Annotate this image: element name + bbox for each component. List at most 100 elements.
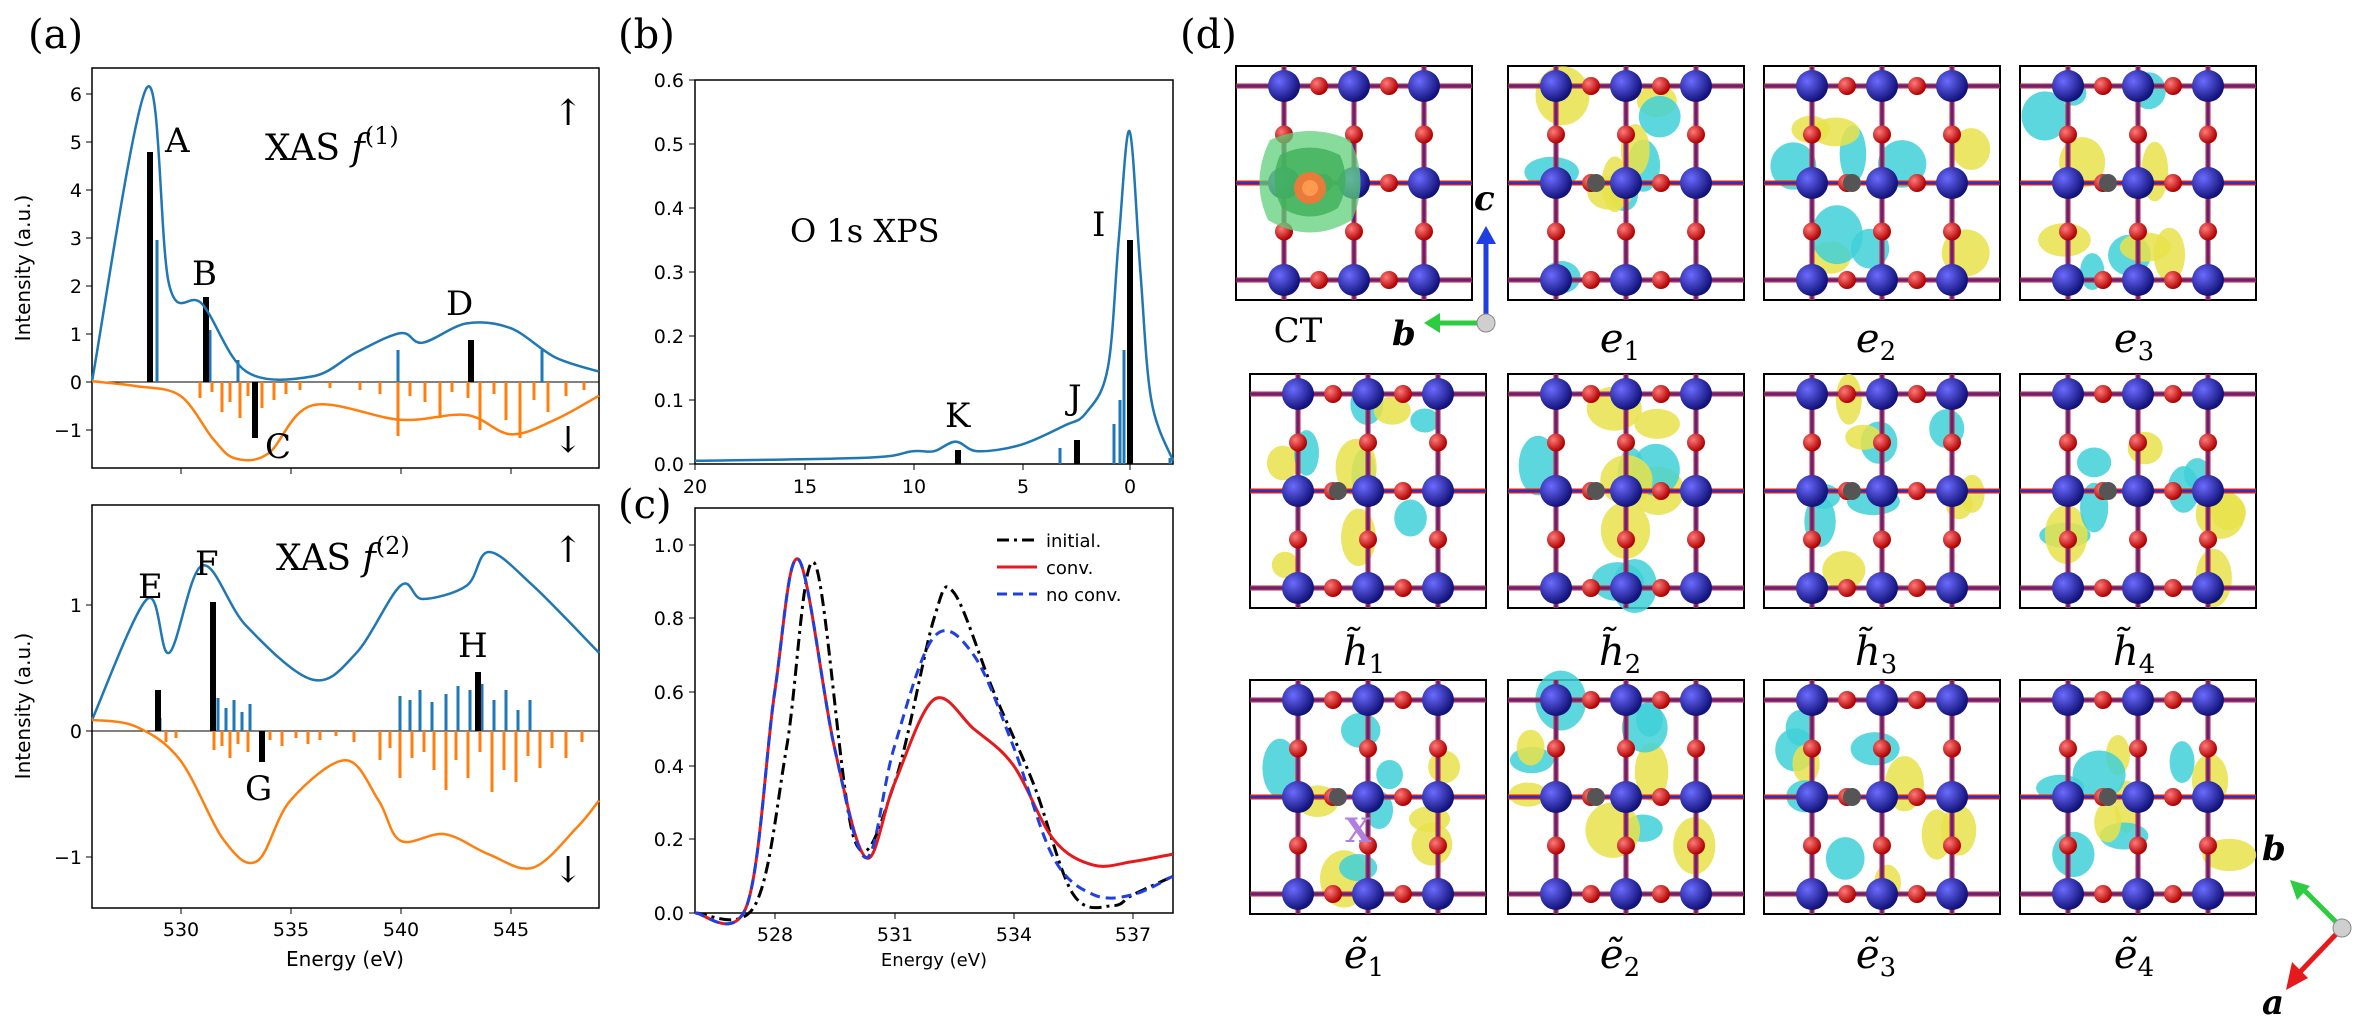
xtick: 0 — [1124, 476, 1136, 498]
ylabel-a-bottom: Intensity (a.u.) — [11, 633, 35, 780]
axis-c: c — [1474, 179, 1495, 219]
xtick: 530 — [163, 919, 199, 941]
sticks-blue — [1058, 350, 1172, 464]
curve-up — [90, 85, 600, 382]
panel-c: 0.0 0.2 0.4 0.6 0.8 1.0 528 531 534 537 … — [654, 507, 1174, 971]
caption-e2t: ẽ2 — [1600, 932, 1640, 983]
panel-label-d: (d) — [1180, 12, 1237, 58]
ct-orbital — [1259, 131, 1361, 233]
ytick: 0.6 — [654, 70, 684, 92]
xlabel-c: Energy (eV) — [881, 950, 987, 971]
ytick: 0.5 — [654, 134, 684, 156]
peak-J: J — [1065, 378, 1082, 418]
xlabel-a: Energy (eV) — [286, 947, 404, 971]
ytick: 0.8 — [654, 608, 684, 630]
curve-initial — [694, 560, 1174, 922]
peak-K: K — [945, 396, 971, 436]
orbital-tile — [2019, 65, 2257, 301]
axis-b-bottom: b — [2262, 829, 2286, 869]
ytick: 0.2 — [654, 326, 684, 348]
peak-E: E — [138, 567, 163, 607]
ytick: 0.2 — [654, 829, 684, 851]
peak-G: G — [245, 769, 272, 809]
peak-A: A — [164, 121, 190, 161]
orbital-tile — [1507, 670, 1745, 915]
arrow-down: ↓ — [553, 420, 583, 461]
caption-e4t: ẽ4 — [2114, 932, 2154, 983]
xtick: 540 — [383, 919, 419, 941]
legend-conv: conv. — [1046, 558, 1093, 579]
xtick: 15 — [793, 476, 817, 498]
orbital-tile — [1763, 65, 2001, 301]
curve-down — [91, 380, 600, 462]
title-b: O 1s XPS — [790, 212, 940, 250]
sticks-up — [158, 684, 532, 731]
ytick: 1 — [70, 324, 82, 346]
legend-noconv: no conv. — [1046, 585, 1121, 606]
arrow-up: ↑ — [553, 530, 583, 571]
caption-e1t: ẽ1 — [1344, 932, 1384, 983]
xtick: 535 — [273, 919, 309, 941]
curve-noconv — [694, 557, 1174, 926]
caption-h3: h̃3 — [1855, 626, 1897, 680]
panel-b: 0.6 0.5 0.4 0.3 0.2 0.1 0.0 20 15 10 5 0… — [654, 70, 1175, 498]
panel-label-b: (b) — [618, 12, 675, 58]
caption-h4: h̃4 — [2113, 626, 2155, 680]
tile-captions: CT e1 e2 e3 h̃1 h̃2 h̃3 h̃4 ẽ1 ẽ2 ẽ3 ẽ4 — [1274, 311, 2156, 983]
panel-label-a: (a) — [28, 12, 83, 58]
peak-C: C — [265, 427, 291, 467]
xps-curve — [694, 129, 1175, 463]
title-a-top: XAS f(1) — [265, 122, 399, 169]
xtick: 545 — [493, 919, 529, 941]
axis-a: a — [2262, 983, 2284, 1023]
panel-a-top: 6 5 4 3 2 1 0 −1 Intensity (a.u.) — [11, 67, 600, 474]
peak-D: D — [446, 284, 473, 324]
legend: initial. conv. no conv. — [997, 531, 1121, 606]
ytick: 0.0 — [654, 903, 684, 925]
orbital-tile — [2019, 373, 2257, 609]
peak-F: F — [195, 544, 219, 584]
caption-CT: CT — [1274, 311, 1323, 351]
peak-H: H — [458, 626, 488, 666]
xtick: 5 — [1017, 476, 1029, 498]
peak-B: B — [192, 254, 217, 294]
ytick: −1 — [54, 847, 82, 869]
ytick: −1 — [54, 420, 82, 442]
caption-e2: e2 — [1856, 316, 1896, 367]
ytick: 0.1 — [654, 390, 684, 412]
curve-down — [91, 718, 600, 870]
sticks-major — [147, 152, 474, 438]
title-a-bottom: XAS f(2) — [276, 532, 410, 579]
legend-initial: initial. — [1046, 531, 1101, 552]
xtick: 531 — [877, 924, 913, 946]
xtick: 20 — [683, 476, 707, 498]
xtick: 10 — [902, 476, 926, 498]
curve-up — [90, 550, 600, 721]
panel-d-tiles — [1235, 65, 2257, 915]
ytick: 3 — [70, 228, 82, 250]
ytick: 0.6 — [654, 682, 684, 704]
ytick: 1.0 — [654, 535, 684, 557]
ytick: 0 — [70, 372, 82, 394]
axes-triad-bottom: b a — [2262, 829, 2352, 1023]
vacancy-marker: X — [1345, 811, 1372, 851]
sticks-major — [155, 602, 481, 762]
sticks-major — [955, 240, 1133, 464]
orbital-tile — [1249, 679, 1487, 915]
ytick: 2 — [70, 276, 82, 298]
ytick: 6 — [70, 84, 82, 106]
orbital-tile — [1507, 373, 1745, 613]
peak-I: I — [1092, 205, 1105, 245]
orbital-tile — [1507, 65, 1745, 301]
caption-e3t: ẽ3 — [1856, 932, 1896, 983]
orbital-tile — [2019, 679, 2257, 915]
arrow-down: ↓ — [553, 850, 583, 891]
sticks-down — [164, 731, 584, 792]
ytick: 0 — [70, 721, 82, 743]
sticks-down — [198, 382, 586, 438]
xtick: 528 — [757, 924, 793, 946]
orbital-tile — [1763, 373, 2001, 609]
ylabel-a-top: Intensity (a.u.) — [11, 195, 35, 342]
caption-e3: e3 — [2114, 316, 2154, 367]
